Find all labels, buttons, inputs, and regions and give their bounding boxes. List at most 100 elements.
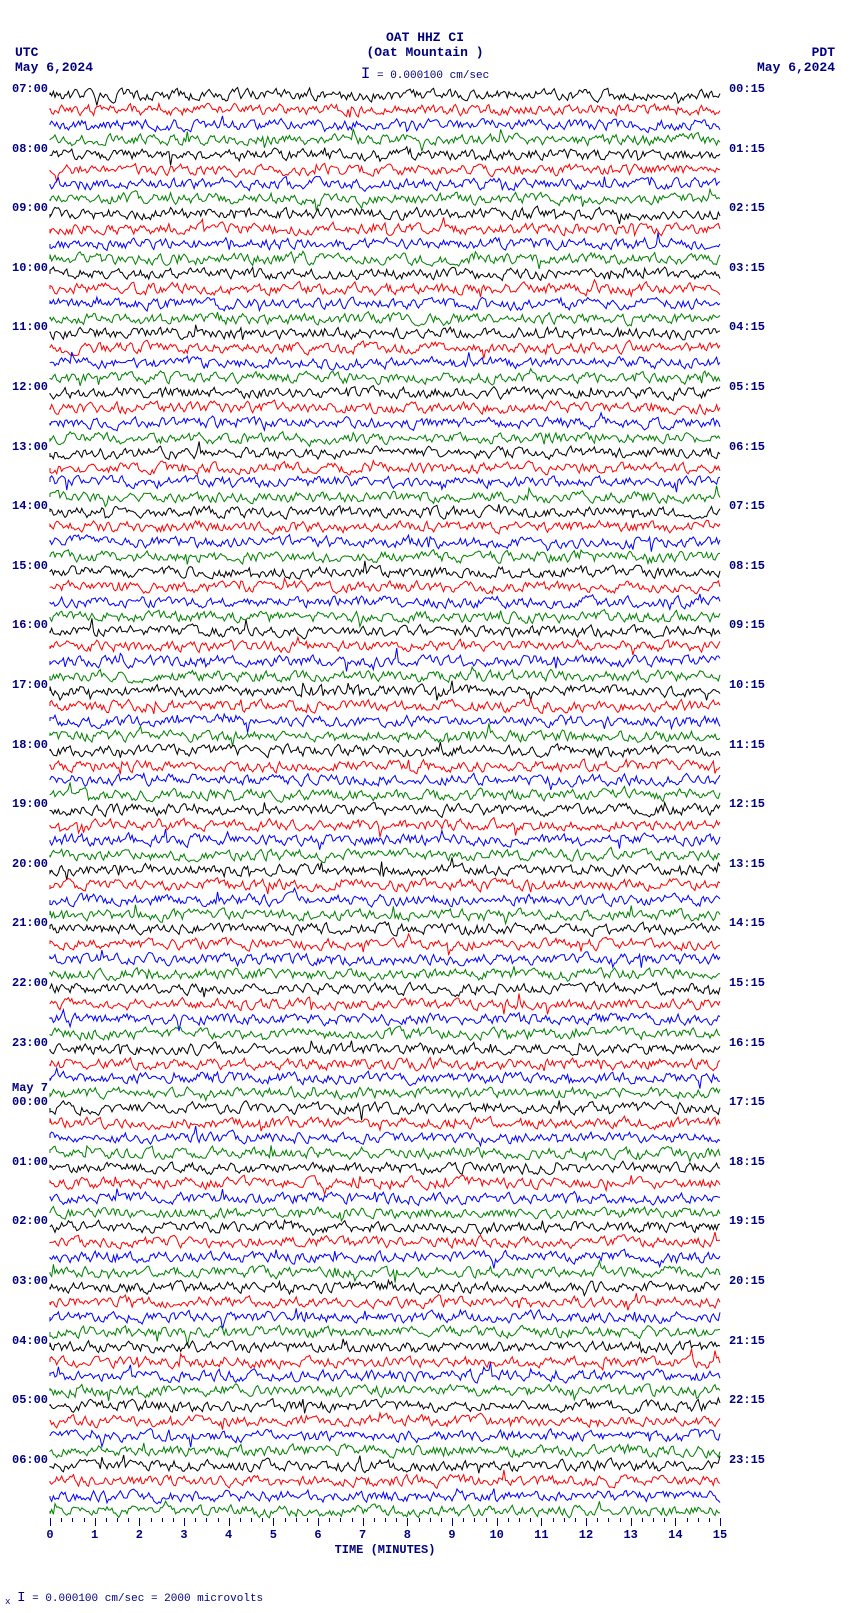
trace-row bbox=[50, 1176, 720, 1190]
pdt-hour-label: 17:15 bbox=[729, 1095, 765, 1109]
trace-row bbox=[50, 386, 720, 400]
pdt-hour-label: 07:15 bbox=[729, 499, 765, 513]
x-tick-label: 15 bbox=[713, 1528, 727, 1542]
utc-hour-label: 17:00 bbox=[12, 678, 48, 692]
x-tick-minor bbox=[430, 1518, 431, 1522]
x-tick-label: 9 bbox=[448, 1528, 455, 1542]
x-tick-minor bbox=[240, 1518, 241, 1522]
x-tick-minor bbox=[352, 1518, 353, 1522]
utc-hour-label: 19:00 bbox=[12, 797, 48, 811]
utc-hour-label: 18:00 bbox=[12, 738, 48, 752]
trace-row bbox=[50, 1310, 720, 1324]
trace-row bbox=[50, 610, 720, 624]
trace-row bbox=[50, 401, 720, 415]
trace-row bbox=[50, 922, 720, 936]
x-tick bbox=[541, 1518, 542, 1526]
trace-row bbox=[50, 103, 720, 117]
x-tick-minor bbox=[106, 1518, 107, 1522]
x-tick-minor bbox=[530, 1518, 531, 1522]
trace-row bbox=[50, 1265, 720, 1279]
helicorder-chart: OAT HHZ CI (Oat Mountain ) I = 0.000100 … bbox=[0, 0, 850, 1613]
trace-row bbox=[50, 1191, 720, 1205]
x-tick-minor bbox=[508, 1518, 509, 1522]
trace-row bbox=[50, 1012, 720, 1026]
trace-row bbox=[50, 88, 720, 102]
trace-row bbox=[50, 1295, 720, 1309]
utc-hour-label: 21:00 bbox=[12, 916, 48, 930]
trace-row bbox=[50, 1384, 720, 1398]
trace-row bbox=[50, 535, 720, 549]
x-tick-minor bbox=[597, 1518, 598, 1522]
utc-hour-label: 09:00 bbox=[12, 201, 48, 215]
trace-row bbox=[50, 1101, 720, 1115]
x-tick bbox=[50, 1518, 51, 1526]
x-tick-label: 2 bbox=[136, 1528, 143, 1542]
pdt-hour-label: 20:15 bbox=[729, 1274, 765, 1288]
pdt-hour-label: 18:15 bbox=[729, 1155, 765, 1169]
trace-row bbox=[50, 177, 720, 191]
utc-hour-label: 11:00 bbox=[12, 320, 48, 334]
trace-row bbox=[50, 1489, 720, 1503]
x-tick-minor bbox=[620, 1518, 621, 1522]
trace-row bbox=[50, 267, 720, 281]
trace-row bbox=[50, 1206, 720, 1220]
trace-row bbox=[50, 1444, 720, 1458]
utc-hour-label: 15:00 bbox=[12, 559, 48, 573]
trace-row bbox=[50, 490, 720, 504]
x-tick-label: 10 bbox=[489, 1528, 503, 1542]
trace-row bbox=[50, 1071, 720, 1085]
x-tick-label: 5 bbox=[270, 1528, 277, 1542]
trace-row bbox=[50, 699, 720, 713]
trace-row bbox=[50, 1042, 720, 1056]
x-tick-minor bbox=[195, 1518, 196, 1522]
utc-hour-label: 14:00 bbox=[12, 499, 48, 513]
trace-row bbox=[50, 639, 720, 653]
x-axis-label: TIME (MINUTES) bbox=[50, 1543, 720, 1557]
plot-area bbox=[50, 88, 720, 1518]
trace-row bbox=[50, 624, 720, 638]
utc-midnight-label: May 7 bbox=[12, 1081, 48, 1095]
footer-scale: x I = 0.000100 cm/sec = 2000 microvolts bbox=[5, 1590, 263, 1607]
x-tick-minor bbox=[61, 1518, 62, 1522]
x-tick bbox=[139, 1518, 140, 1526]
trace-row bbox=[50, 565, 720, 579]
x-tick-minor bbox=[687, 1518, 688, 1522]
trace-row bbox=[50, 356, 720, 370]
utc-hour-label: 00:00 bbox=[12, 1095, 48, 1109]
pdt-hour-label: 09:15 bbox=[729, 618, 765, 632]
trace-row bbox=[50, 818, 720, 832]
trace-row bbox=[50, 1340, 720, 1354]
trace-row bbox=[50, 759, 720, 773]
pdt-hour-label: 00:15 bbox=[729, 82, 765, 96]
trace-row bbox=[50, 1161, 720, 1175]
x-tick-minor bbox=[519, 1518, 520, 1522]
trace-row bbox=[50, 222, 720, 236]
trace-row bbox=[50, 1057, 720, 1071]
trace-row bbox=[50, 520, 720, 534]
trace-row bbox=[50, 371, 720, 385]
pdt-hour-label: 14:15 bbox=[729, 916, 765, 930]
x-tick-minor bbox=[441, 1518, 442, 1522]
pdt-hour-label: 12:15 bbox=[729, 797, 765, 811]
trace-row bbox=[50, 118, 720, 132]
trace-row bbox=[50, 1414, 720, 1428]
x-tick-label: 3 bbox=[180, 1528, 187, 1542]
x-tick-minor bbox=[117, 1518, 118, 1522]
x-tick-minor bbox=[262, 1518, 263, 1522]
x-tick-label: 12 bbox=[579, 1528, 593, 1542]
trace-row bbox=[50, 1504, 720, 1518]
trace-row bbox=[50, 550, 720, 564]
x-tick bbox=[407, 1518, 408, 1526]
trace-row bbox=[50, 803, 720, 817]
trace-row bbox=[50, 1355, 720, 1369]
trace-row bbox=[50, 297, 720, 311]
utc-hour-label: 20:00 bbox=[12, 857, 48, 871]
trace-row bbox=[50, 282, 720, 296]
x-tick-minor bbox=[218, 1518, 219, 1522]
utc-hour-label: 05:00 bbox=[12, 1393, 48, 1407]
trace-row bbox=[50, 475, 720, 489]
pdt-hour-label: 05:15 bbox=[729, 380, 765, 394]
pdt-hour-label: 03:15 bbox=[729, 261, 765, 275]
x-tick-minor bbox=[307, 1518, 308, 1522]
trace-row bbox=[50, 788, 720, 802]
